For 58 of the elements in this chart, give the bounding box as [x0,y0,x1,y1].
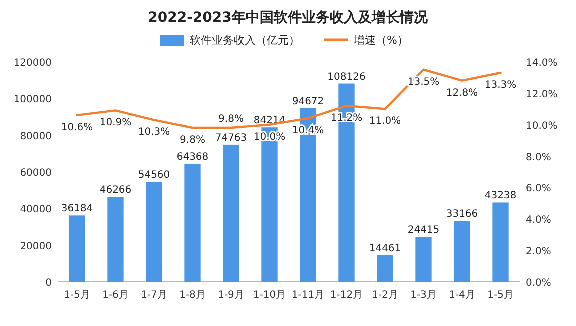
x-tick-label: 1-7月 [141,290,168,301]
y2-tick-label: 0.0% [526,278,552,289]
data-label: 12.8% [446,88,478,99]
y-tick-label: 20000 [20,241,52,252]
data-label: 14461 [369,243,402,254]
y2-tick-label: 2.0% [526,246,552,258]
data-label: 46266 [100,185,132,196]
data-label: 94672 [292,96,324,108]
data-label: 9.8% [218,114,244,125]
legend-label: 增速（%） [353,34,408,47]
y-tick-label: 120000 [14,58,52,69]
y-tick-label: 60000 [20,168,52,179]
data-label: 9.8% [180,135,206,146]
y2-tick-label: 8.0% [526,152,552,164]
x-tick-label: 1-10月 [253,290,286,301]
data-label: 36184 [61,204,94,215]
bar [146,182,162,282]
x-tick-label: 1-11月 [292,290,325,301]
y-tick-label: 80000 [20,131,52,142]
x-tick-label: 1-8月 [180,290,206,301]
data-label: 64368 [176,152,209,163]
y2-tick-label: 10.0% [526,120,558,132]
data-label: 13.3% [484,80,517,91]
chart-title: 2022-2023年中国软件业务收入及增长情况 [148,10,429,26]
bar [377,255,394,282]
bar [416,237,432,282]
data-label: 10.6% [61,122,94,134]
y2-tick-label: 12.0% [526,89,558,100]
data-label: 33166 [446,209,478,220]
x-tick-label: 1-9月 [218,290,244,301]
x-tick-label: 1-2月 [372,290,398,301]
data-label: 10.3% [138,127,170,138]
bar [492,202,509,282]
y-tick-label: 40000 [20,204,52,216]
bar [69,216,86,282]
data-label: 11.0% [369,116,402,128]
x-tick-label: 1-4月 [449,290,476,301]
y2-tick-label: 6.0% [526,184,552,195]
bar [223,144,240,282]
y-tick-label: 0 [46,278,52,289]
data-label: 43238 [484,190,517,202]
x-tick-label: 1-5月 [64,290,90,301]
y2-tick-label: 4.0% [526,215,552,226]
data-label: 10.9% [100,118,132,129]
x-tick-label: 1-3月 [410,290,437,301]
data-label: 24415 [408,225,440,236]
data-label: 74763 [215,132,248,144]
data-label: 54560 [138,170,170,181]
bar [108,197,124,282]
y-tick-label: 100000 [14,94,52,106]
bar [454,221,470,282]
x-tick-label: 1-12月 [330,290,364,301]
x-tick-label: 1-5月 [488,290,514,301]
y2-tick-label: 14.0% [526,58,558,69]
x-tick-label: 1-6月 [102,290,129,301]
legend-label: 软件业务收入（亿元） [190,34,300,47]
data-label: 108126 [328,72,366,83]
bar [184,164,201,282]
